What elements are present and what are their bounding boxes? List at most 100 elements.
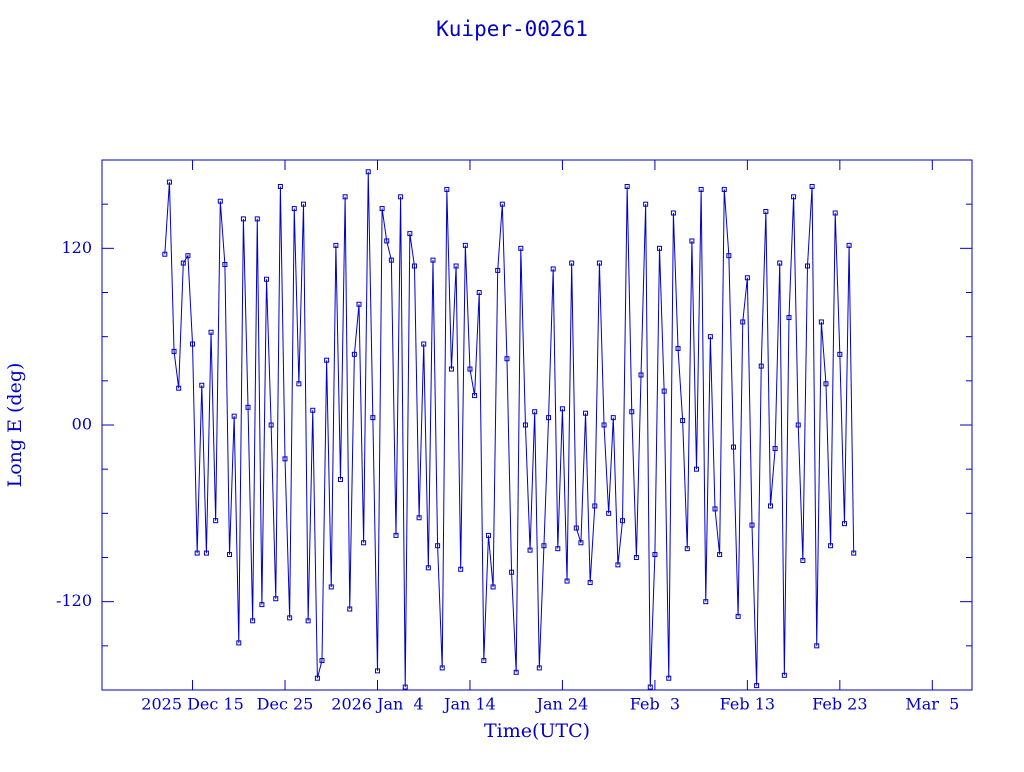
data-point (199, 382, 205, 388)
data-point (513, 669, 519, 675)
data-point (647, 684, 653, 690)
data-point (176, 385, 182, 391)
chart-title: Kuiper-00261 (436, 17, 588, 41)
data-point (476, 290, 482, 295)
data-point (305, 618, 311, 624)
data-point (328, 584, 334, 590)
data-point (194, 550, 200, 556)
data-point (356, 301, 362, 307)
data-point (550, 266, 556, 272)
data-point (462, 242, 468, 248)
data-point (365, 169, 371, 175)
data-point (749, 522, 755, 528)
data-point (601, 422, 607, 428)
data-point (657, 245, 663, 251)
data-point (744, 275, 750, 281)
data-point (596, 260, 602, 266)
data-point (435, 543, 441, 549)
data-point (458, 566, 464, 572)
data-point (453, 263, 459, 269)
data-point (259, 602, 265, 608)
data-point (448, 366, 454, 372)
data-point (245, 404, 251, 410)
data-point (398, 194, 404, 200)
data-point (208, 329, 214, 335)
data-point (772, 446, 778, 452)
data-point (823, 381, 829, 387)
data-point (379, 206, 385, 212)
x-tick-label: Mar 5 (905, 695, 959, 714)
data-point (277, 184, 283, 189)
data-point (841, 521, 847, 527)
data-point (846, 242, 852, 248)
data-point (227, 552, 233, 558)
data-point (615, 562, 621, 568)
data-point (541, 543, 547, 549)
data-point (374, 668, 380, 674)
data-point (301, 201, 307, 207)
data-point (721, 186, 727, 192)
data-point (504, 356, 510, 362)
data-point (786, 315, 792, 321)
data-point (425, 565, 431, 571)
data-point (587, 580, 593, 586)
data-point (236, 640, 242, 646)
data-point (421, 341, 427, 347)
data-point (569, 260, 575, 266)
data-point (777, 260, 783, 266)
data-point (254, 216, 260, 222)
data-point (490, 584, 496, 590)
data-point (287, 615, 293, 621)
data-point (416, 515, 422, 521)
data-point (731, 444, 737, 450)
data-point (324, 357, 330, 363)
data-point (546, 415, 552, 421)
data-point (402, 684, 408, 690)
data-point (213, 518, 219, 524)
data-point (411, 263, 417, 269)
data-point (296, 381, 302, 387)
data-point (509, 569, 515, 575)
data-point (310, 407, 316, 413)
x-tick-label: Jan 14 (442, 695, 496, 714)
data-point (795, 422, 801, 428)
data-point (698, 186, 704, 192)
data-point (495, 267, 501, 273)
data-point (828, 543, 834, 549)
data-point (638, 372, 644, 378)
data-point (583, 410, 589, 416)
data-point (333, 242, 339, 248)
data-point (564, 578, 570, 584)
x-axis-label: Time(UTC) (484, 720, 590, 742)
data-point (527, 547, 533, 553)
data-point (347, 606, 353, 612)
x-tick-label: Jan 24 (535, 695, 589, 714)
data-point (624, 184, 630, 189)
data-point (518, 245, 524, 251)
data-point (767, 503, 773, 509)
data-point (680, 418, 686, 424)
data-point (573, 525, 579, 531)
data-point (735, 613, 741, 619)
data-point (337, 476, 343, 482)
data-point (559, 406, 565, 412)
data-point (370, 415, 376, 421)
data-point (643, 201, 649, 207)
data-point (388, 257, 394, 263)
data-point (809, 184, 815, 189)
data-point (430, 257, 436, 263)
data-point (180, 260, 186, 266)
data-point (818, 319, 824, 325)
data-point (689, 238, 695, 244)
data-point (162, 251, 168, 257)
data-point (282, 456, 288, 462)
data-point (467, 366, 473, 372)
plot-area (162, 169, 857, 690)
data-point (314, 675, 320, 681)
data-point (384, 238, 390, 244)
data-point (499, 201, 505, 207)
y-axis-label: Long E (deg) (4, 363, 26, 488)
data-point (629, 409, 635, 415)
